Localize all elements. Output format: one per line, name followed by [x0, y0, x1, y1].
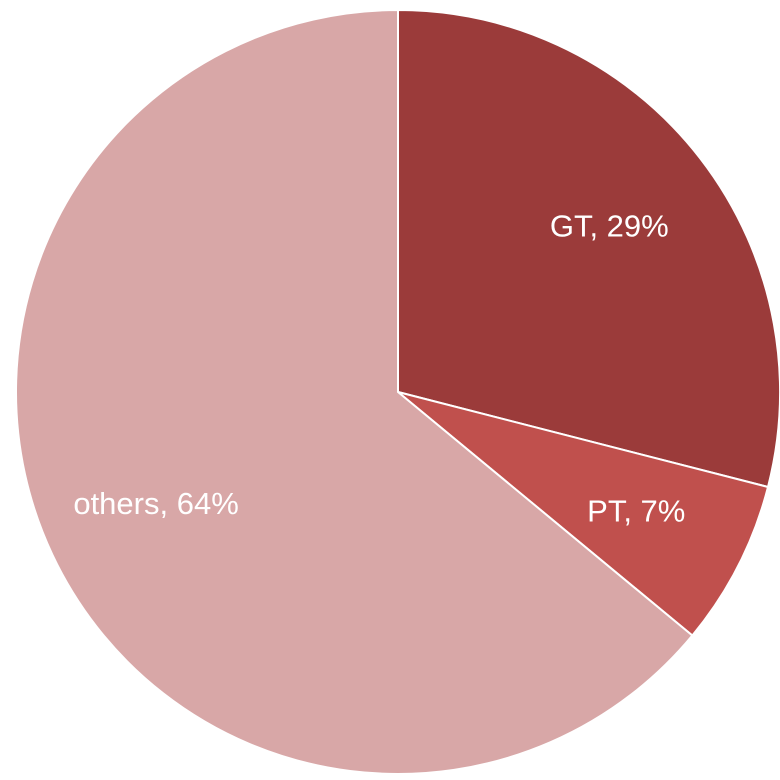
data-label: others, 64% — [73, 486, 238, 521]
pie-slice — [15, 8, 694, 775]
data-label: PT, 7% — [587, 494, 685, 529]
pie-slice — [397, 391, 770, 637]
data-label: GT, 29% — [550, 208, 669, 243]
